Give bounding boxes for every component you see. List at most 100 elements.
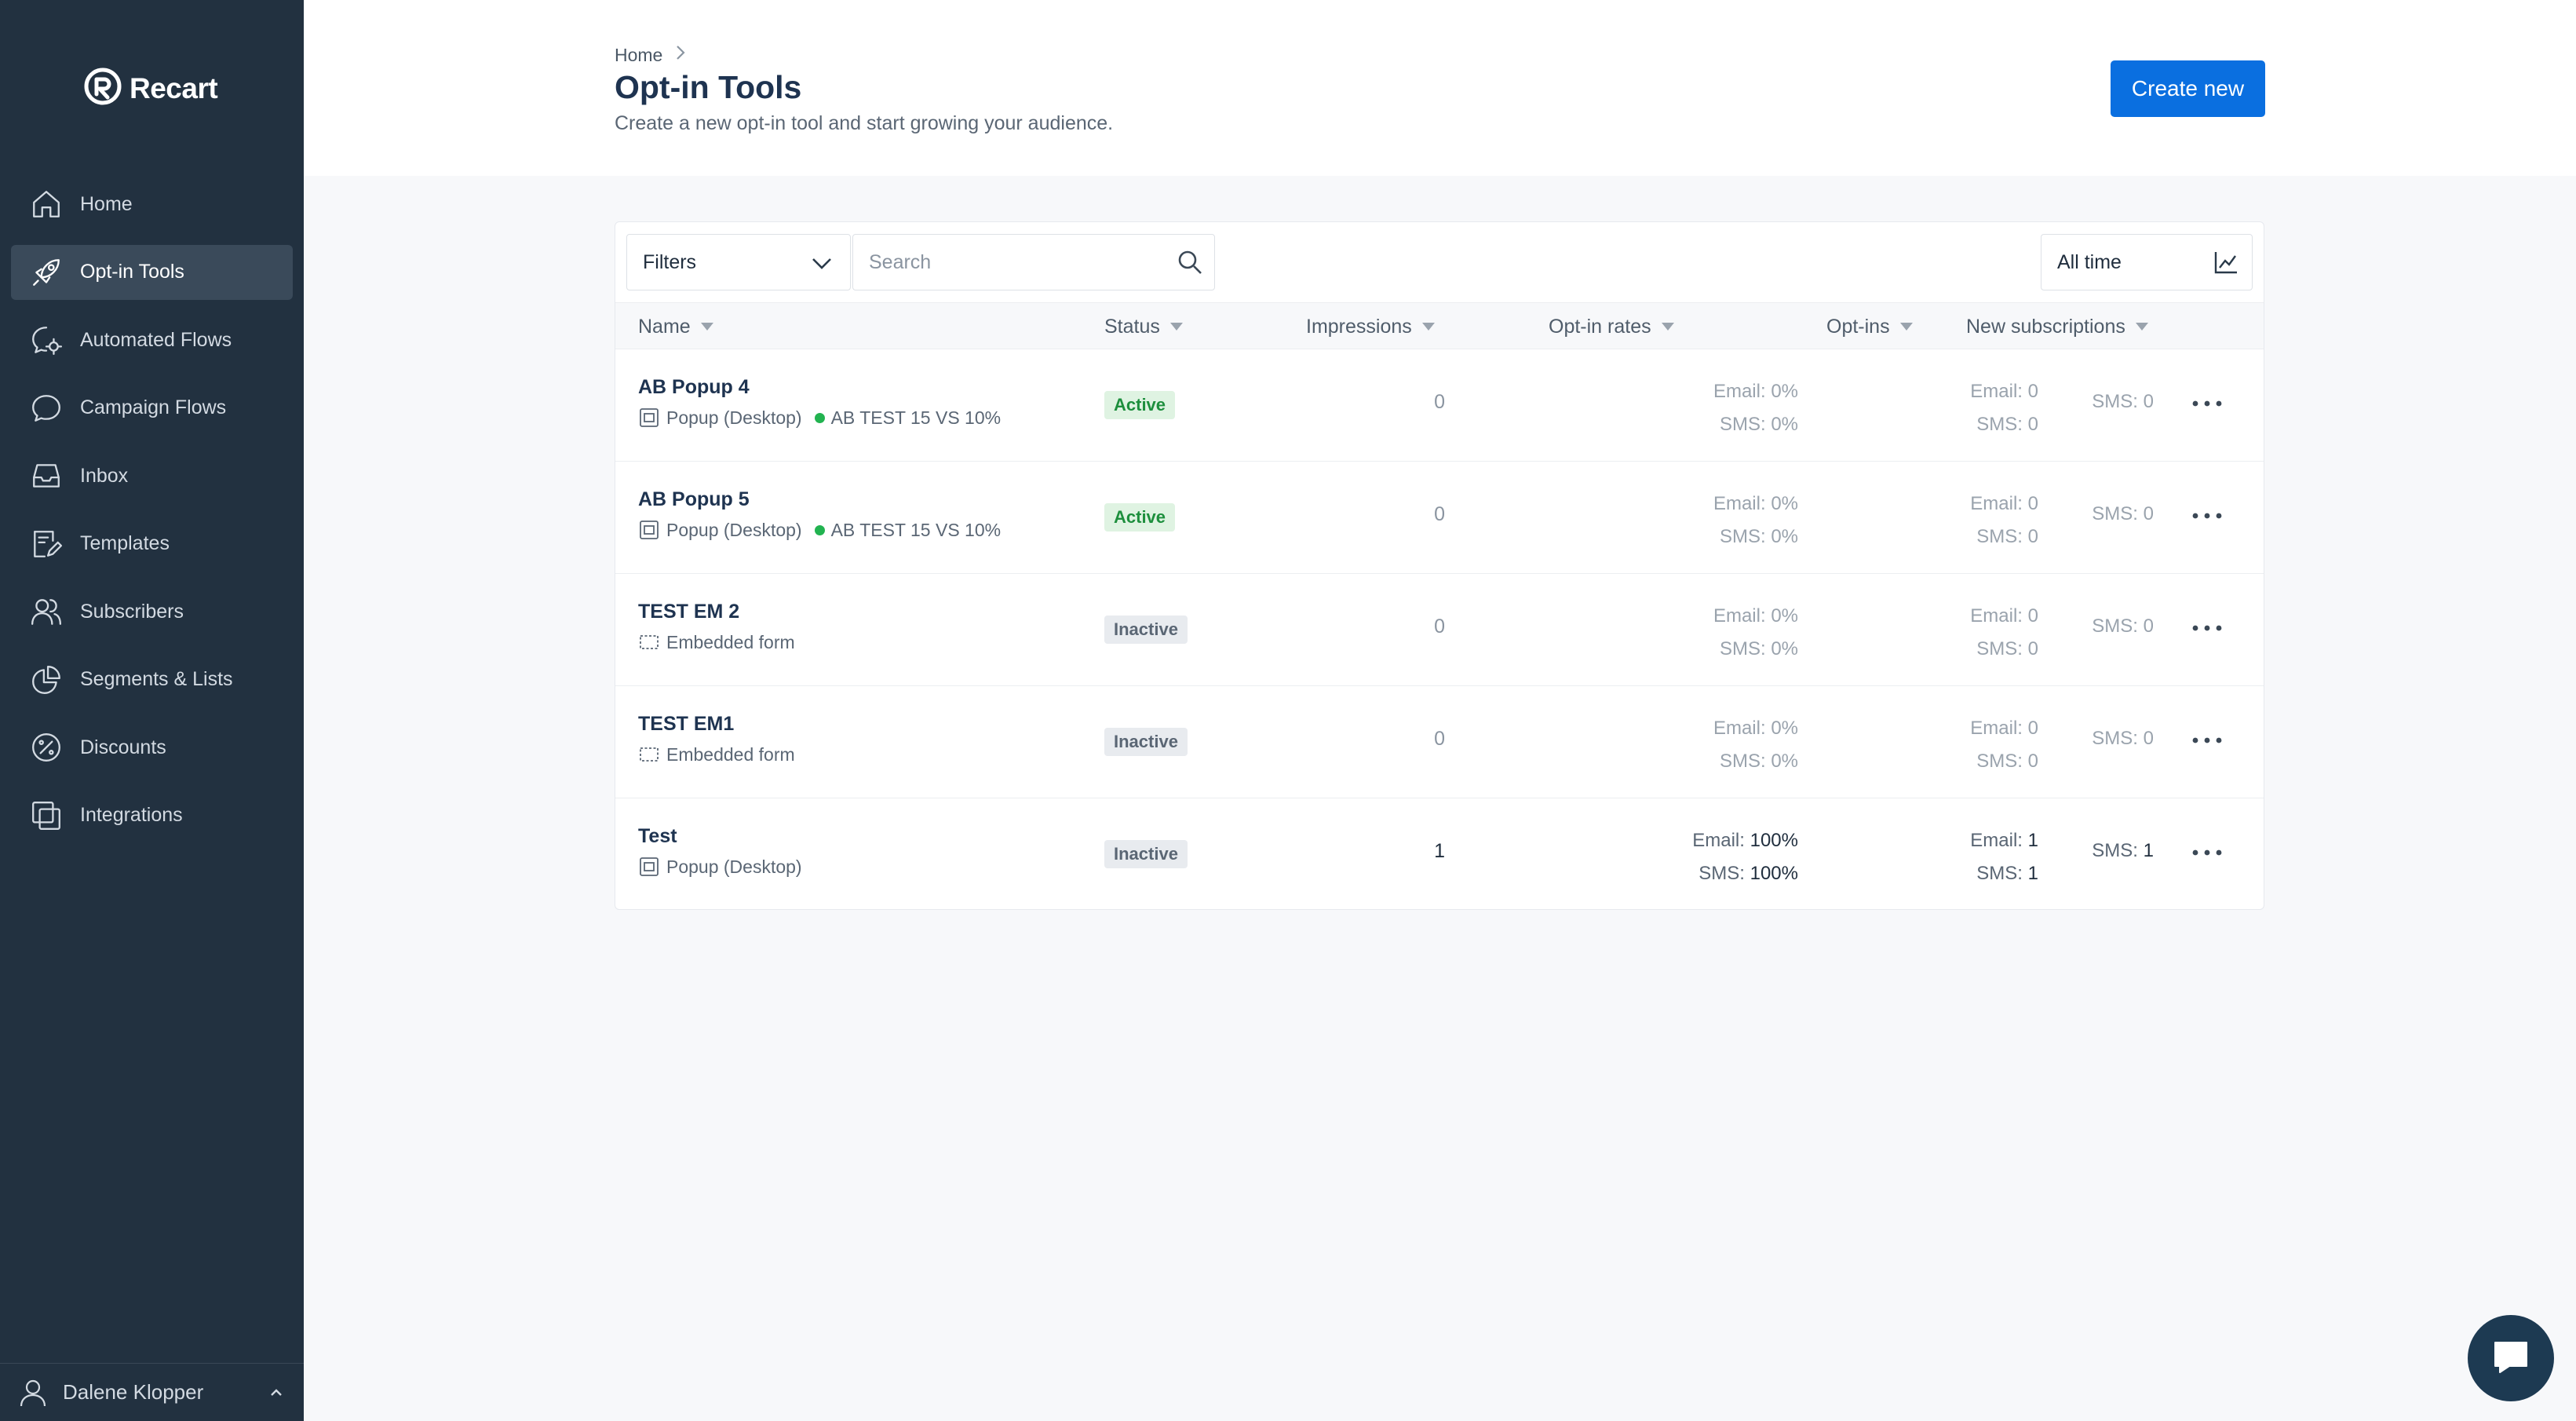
sms-optins-value: 0 [2027,638,2038,659]
new-sms-value: 1 [2143,840,2154,861]
table-row[interactable]: TEST EM 2 Embedded form Inactive 0 Email… [615,574,2264,686]
table-row[interactable]: AB Popup 5 Popup (Desktop) AB TEST 15 VS… [615,462,2264,574]
column-header-impressions[interactable]: Impressions [1306,303,1436,350]
chat-bubble-icon [28,390,64,426]
email-rate-value: 0% [1771,493,1798,514]
sms-label: SMS: [1976,414,2023,435]
sidebar-item-label: Opt-in Tools [80,261,184,283]
embedded-form-icon [638,743,660,765]
opt-ins-cell: Email: 0 SMS: 0 [1832,712,2038,778]
sms-label: SMS: [1698,863,1745,884]
name-cell: TEST EM 2 Embedded form [638,601,795,653]
sidebar-item-opt-in-tools[interactable]: Opt-in Tools [11,244,293,300]
brand-logo[interactable]: Recart [82,66,218,111]
opt-ins-cell: Email: 0 SMS: 0 [1832,375,2038,441]
sms-rate-value: 100% [1750,863,1798,884]
sort-down-icon [1899,322,1914,331]
ab-test-label: AB TEST 15 VS 10% [830,407,1002,428]
search-input[interactable] [853,235,1214,290]
sms-label: SMS: [2092,728,2138,749]
impressions-value: 0 [1434,391,1445,413]
status-badge: Inactive [1104,616,1188,644]
tool-name-link[interactable]: Test [638,825,677,847]
sidebar-item-label: Subscribers [80,600,184,623]
sidebar-item-label: Segments & Lists [80,668,233,690]
email-label: Email: [1713,605,1766,626]
email-label: Email: [1970,718,2023,739]
sidebar-item-subscribers[interactable]: Subscribers [11,584,293,639]
sidebar-item-templates[interactable]: Templates [11,517,293,572]
line-chart-icon [2213,249,2239,281]
filters-label: Filters [643,250,697,273]
sms-label: SMS: [1976,526,2023,547]
brand-name: Recart [130,71,218,104]
row-more-button[interactable] [2184,838,2231,869]
column-header-new-subscriptions[interactable]: New subscriptions [1966,303,2149,350]
tool-name-link[interactable]: TEST EM1 [638,713,735,735]
row-more-button[interactable] [2184,501,2231,532]
email-rate-value: 0% [1771,718,1798,739]
table-row[interactable]: TEST EM1 Embedded form Inactive 0 Email:… [615,686,2264,798]
column-header-status[interactable]: Status [1104,303,1184,350]
sidebar-item-home[interactable]: Home [11,177,293,232]
search-icon[interactable] [1177,249,1203,279]
sms-label: SMS: [2092,391,2138,412]
impressions-value: 0 [1434,503,1445,525]
impressions-value: 1 [1434,840,1445,862]
user-name: Dalene Klopper [63,1380,204,1404]
sms-optins-value: 0 [2027,751,2038,772]
table-row[interactable]: AB Popup 4 Popup (Desktop) AB TEST 15 VS… [615,349,2264,462]
user-menu[interactable]: Dalene Klopper [0,1363,304,1421]
tool-name-link[interactable]: TEST EM 2 [638,601,740,623]
sidebar-item-label: Templates [80,532,170,554]
status-badge: Inactive [1104,728,1188,756]
sidebar-item-integrations[interactable]: Integrations [11,788,293,843]
sms-optins-value: 1 [2027,863,2038,884]
table-row[interactable]: Test Popup (Desktop) Inactive 1 Email: 1… [615,798,2264,911]
tool-name-link[interactable]: AB Popup 5 [638,488,750,510]
chat-support-button[interactable] [2468,1315,2554,1401]
impressions-value: 0 [1434,616,1445,637]
sms-rate-value: 0% [1771,526,1798,547]
row-more-button[interactable] [2184,725,2231,757]
opt-in-rates-cell: Email: 0% SMS: 0% [1573,488,1798,553]
column-header-opt-ins[interactable]: Opt-ins [1826,303,1914,350]
name-cell: Test Popup (Desktop) [638,825,802,878]
sms-optins-value: 0 [2027,414,2038,435]
row-more-button[interactable] [2184,613,2231,645]
column-label: Impressions [1306,315,1412,338]
tool-meta: Popup (Desktop) [638,856,802,878]
tool-type: Embedded form [666,743,795,765]
sidebar-item-label: Home [80,192,133,215]
sidebar-item-campaign-flows[interactable]: Campaign Flows [11,381,293,436]
sidebar-item-segments-lists[interactable]: Segments & Lists [11,652,293,707]
filters-dropdown[interactable]: Filters [626,234,851,290]
inbox-icon [28,458,64,494]
sidebar-item-automated-flows[interactable]: Automated Flows [11,312,293,367]
create-new-button[interactable]: Create new [2111,60,2265,117]
column-label: Opt-ins [1826,315,1890,338]
sidebar: Recart Home Opt-in Tools Automated Flows… [0,0,304,1421]
tool-name-link[interactable]: AB Popup 4 [638,376,750,398]
tool-type: Popup (Desktop) [666,407,802,428]
tool-type: Embedded form [666,631,795,652]
sidebar-item-discounts[interactable]: Discounts [11,720,293,775]
new-sms-value: 0 [2143,728,2154,749]
email-optins-value: 0 [2027,605,2038,626]
more-horizontal-icon [2191,622,2223,636]
sidebar-item-inbox[interactable]: Inbox [11,448,293,503]
sms-rate-value: 0% [1771,638,1798,659]
time-range-select[interactable]: All time [2041,234,2253,290]
column-header-opt-in-rates[interactable]: Opt-in rates [1549,303,1675,350]
email-rate-value: 100% [1750,830,1798,851]
sidebar-item-label: Automated Flows [80,328,232,351]
email-label: Email: [1970,381,2023,402]
new-sms-value: 0 [2143,616,2154,637]
column-header-name[interactable]: Name [638,303,714,350]
row-more-button[interactable] [2184,389,2231,420]
opt-in-rates-cell: Email: 0% SMS: 0% [1573,712,1798,778]
user-avatar-icon [17,1377,49,1408]
opt-in-rates-cell: Email: 0% SMS: 0% [1573,600,1798,666]
opt-in-rates-cell: Email: 0% SMS: 0% [1573,375,1798,441]
breadcrumb-home-link[interactable]: Home [615,44,663,65]
